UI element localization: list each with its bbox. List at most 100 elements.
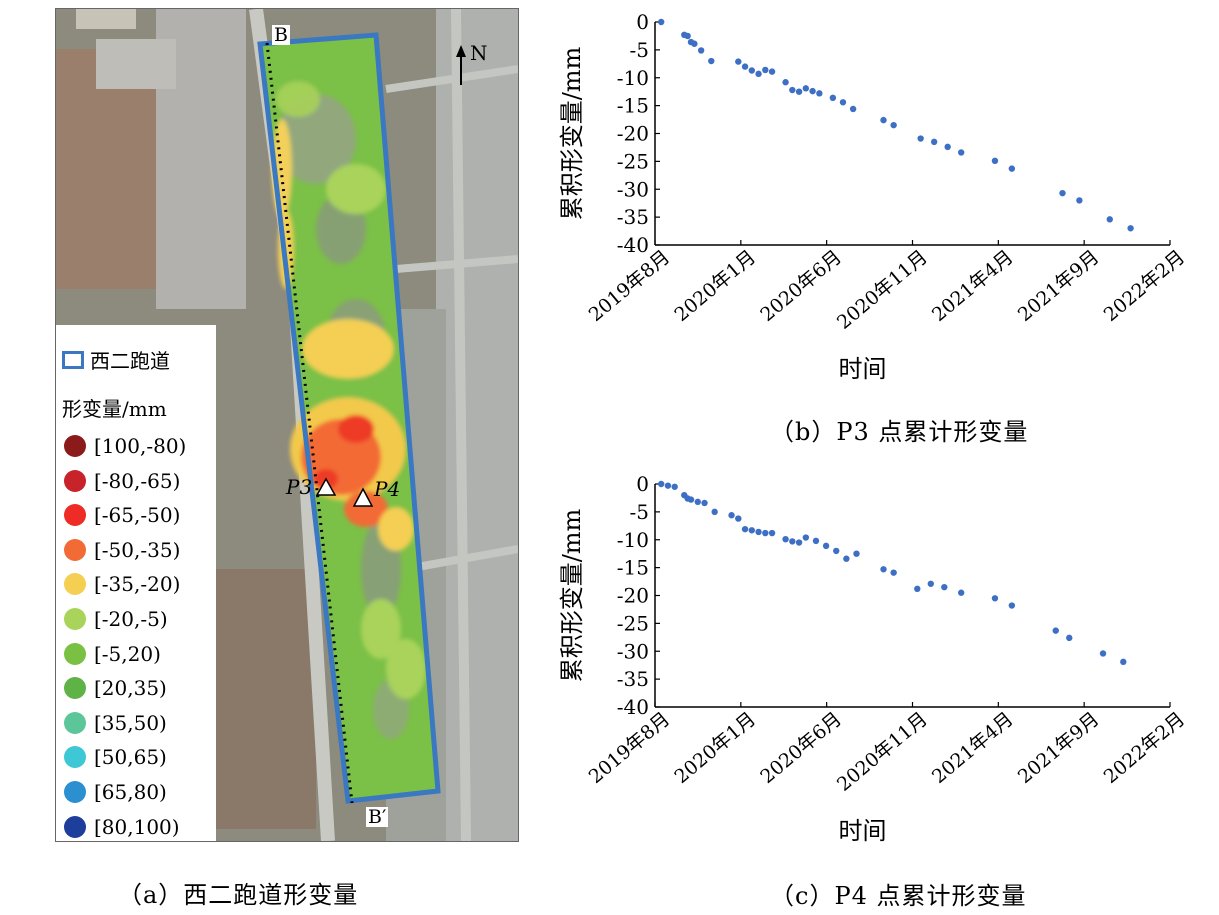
data-point — [849, 105, 857, 113]
runway-swatch — [62, 350, 84, 369]
data-point — [880, 116, 887, 124]
legend-swatch — [64, 504, 86, 527]
data-point — [755, 528, 762, 536]
legend-label: [65,80) — [94, 780, 167, 804]
data-point — [1059, 189, 1066, 197]
data-point — [991, 595, 999, 602]
data-point — [957, 589, 965, 596]
data-point — [728, 512, 735, 519]
data-point — [782, 535, 789, 543]
map-legend: 西二跑道 形变量/mm [100,-80) [-80,-65) [-65,-50) [… — [56, 325, 216, 841]
y-tick-label: 0 — [636, 472, 649, 496]
y-tick-label: -30 — [617, 639, 649, 663]
y-tick-label: -35 — [617, 205, 649, 229]
legend-item: [20,35) — [64, 673, 167, 703]
data-point — [795, 88, 803, 95]
legend-swatch — [64, 746, 86, 769]
legend-label: [35,50) — [94, 710, 167, 735]
data-point — [789, 86, 796, 94]
y-tick-label: -20 — [617, 122, 649, 146]
legend-item: [-5,20) — [64, 639, 161, 669]
x-tick-label: 2019年8月 — [585, 708, 675, 788]
x-tick-label: 2020年1月 — [670, 246, 760, 326]
data-point — [1106, 216, 1113, 223]
legend-label: [-65,-50) — [94, 503, 181, 528]
data-point — [1076, 197, 1083, 204]
data-point — [822, 542, 830, 550]
data-point — [748, 527, 756, 534]
y-tick-label: -40 — [617, 695, 649, 719]
data-point — [802, 534, 810, 541]
profile-end-label: B′ — [366, 806, 389, 828]
data-point — [816, 90, 823, 97]
legend-item: [65,80) — [64, 777, 167, 807]
data-point — [691, 40, 698, 47]
data-point — [1008, 602, 1016, 609]
data-point — [829, 94, 837, 102]
legend-item: [100,-80) — [64, 431, 186, 461]
x-tick-label: 2020年6月 — [756, 246, 846, 326]
data-point — [809, 87, 816, 95]
data-point — [768, 68, 776, 75]
x-tick-label: 2020年6月 — [756, 708, 846, 788]
data-point — [1099, 650, 1107, 657]
data-point — [768, 529, 776, 537]
legend-item: [-50,-35) — [64, 535, 180, 565]
data-point — [1008, 165, 1016, 172]
y-tick-label: -10 — [617, 66, 649, 90]
y-tick-label: 0 — [636, 10, 649, 34]
legend-unit-label: 形变量/mm — [62, 397, 167, 421]
x-tick-label: 2021年9月 — [1014, 708, 1104, 788]
p3-label: P3 — [286, 475, 313, 499]
data-point — [991, 157, 999, 165]
data-point — [839, 99, 847, 106]
data-point — [914, 585, 921, 593]
x-tick-label: 2021年4月 — [928, 246, 1018, 326]
p3-marker — [315, 477, 337, 496]
legend-item: [-20,-5) — [64, 604, 168, 634]
data-point — [741, 525, 749, 533]
legend-item: [-80,-65) — [64, 466, 180, 496]
x-tick-label: 2022年2月 — [1100, 708, 1190, 788]
y-axis-label: 累积形变量/mm — [558, 508, 586, 682]
x-tick-label: 2019年8月 — [585, 246, 675, 326]
data-point — [782, 79, 789, 86]
data-point — [957, 149, 965, 156]
legend-runway-row: 西二跑道 — [62, 345, 170, 374]
legend-label: [100,-80) — [94, 434, 187, 458]
legend-swatch — [64, 608, 86, 630]
y-tick-label: -35 — [617, 667, 649, 691]
data-point — [941, 583, 948, 591]
y-axis-label: 累积形变量/mm — [558, 46, 586, 220]
caption-a: （a）西二跑道形变量 — [118, 881, 359, 909]
data-point — [657, 18, 665, 26]
data-point — [890, 569, 897, 576]
legend-label: [-20,-5) — [94, 607, 168, 631]
legend-swatch — [64, 677, 86, 700]
x-tick-label: 2021年4月 — [928, 708, 1018, 788]
p4-label: P4 — [374, 477, 401, 501]
y-tick-label: -25 — [617, 149, 649, 173]
data-point — [762, 529, 769, 537]
y-tick-label: -5 — [630, 38, 649, 62]
data-point — [741, 63, 749, 70]
p4-marker — [352, 487, 374, 507]
legend-swatch — [64, 642, 86, 665]
data-point — [657, 480, 665, 488]
data-point — [789, 538, 796, 545]
legend-swatch — [64, 435, 86, 457]
legend-label: [80,100) — [94, 814, 180, 839]
data-point — [802, 85, 810, 92]
legend-swatch — [64, 711, 86, 734]
y-tick-label: -40 — [617, 233, 649, 257]
x-axis-label: 时间 — [839, 817, 887, 845]
legend-swatch — [64, 538, 86, 561]
legend-label: [50,65) — [94, 745, 167, 770]
legend-label: [-80,-65) — [94, 468, 181, 493]
legend-swatch — [64, 469, 86, 492]
data-point — [1066, 634, 1073, 642]
y-tick-label: -15 — [617, 556, 649, 580]
runway-outline — [257, 32, 441, 804]
data-point — [843, 555, 850, 562]
caption-b: （b）P3 点累计形变量 — [770, 418, 1029, 446]
